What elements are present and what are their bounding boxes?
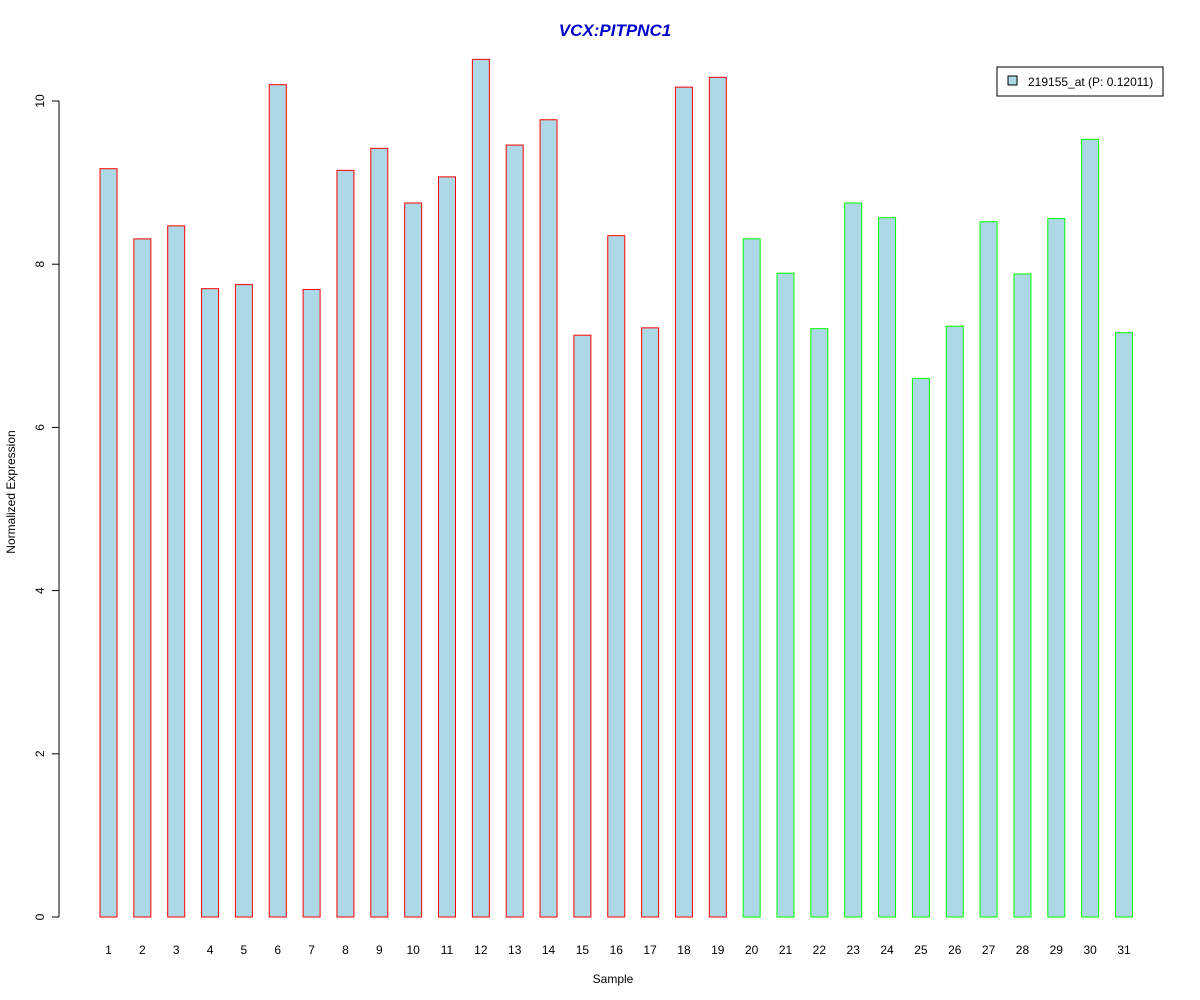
legend-label: 219155_at (P: 0.12011) [1028, 75, 1153, 89]
legend: 219155_at (P: 0.12011) [996, 66, 1164, 97]
bar-sample-28 [1013, 273, 1032, 918]
x-tick-label: 20 [745, 943, 759, 957]
bar-sample-12 [471, 58, 490, 918]
x-tick-labels: 1 2 3 4 5 6 7 8 9 10 11 12 13 14 15 16 17 18 19 20 21 22 23 24 2… [105, 943, 1131, 957]
x-tick-label: 1 [105, 943, 112, 957]
bar-sample-5 [234, 284, 253, 918]
bar-sample-24 [878, 217, 897, 918]
x-tick-label: 7 [308, 943, 315, 957]
x-tick-label: 12 [474, 943, 488, 957]
bar-sample-31 [1115, 332, 1133, 918]
bar-sample-19 [708, 76, 727, 918]
bar-sample-4 [201, 288, 220, 918]
y-tick-label: 6 [33, 424, 47, 431]
bar-sample-9 [370, 147, 389, 918]
bar-sample-20 [742, 238, 761, 918]
bar-sample-18 [674, 86, 693, 918]
x-tick-label: 13 [508, 943, 522, 957]
x-axis-label: Sample [593, 972, 634, 986]
bar-sample-14 [539, 119, 558, 918]
bar-sample-29 [1047, 218, 1066, 918]
bar-sample-21 [776, 272, 795, 918]
x-tick-label: 5 [241, 943, 248, 957]
y-tick-label: 2 [33, 750, 47, 757]
x-tick-label: 17 [643, 943, 657, 957]
y-tick-label: 0 [33, 913, 47, 920]
bar-sample-3 [167, 225, 186, 918]
bar-sample-6 [268, 84, 287, 918]
y-axis-label: Normalized Expression [4, 430, 18, 553]
chart-title: VCX:PITPNC1 [559, 21, 671, 40]
y-tick-label: 10 [33, 94, 47, 108]
y-axis: 0 2 4 6 8 10 [33, 94, 60, 920]
x-tick-label: 2 [139, 943, 146, 957]
x-tick-label: 15 [576, 943, 590, 957]
x-tick-label: 11 [441, 943, 454, 957]
x-tick-label: 18 [677, 943, 691, 957]
bar-sample-27 [979, 221, 998, 918]
bar-sample-2 [133, 238, 152, 918]
legend-swatch [1007, 75, 1018, 86]
bars [99, 58, 1133, 918]
x-tick-label: 21 [779, 943, 793, 957]
x-tick-label: 28 [1016, 943, 1030, 957]
x-tick-label: 6 [274, 943, 281, 957]
bar-sample-16 [607, 235, 626, 918]
x-tick-label: 3 [173, 943, 180, 957]
bar-sample-17 [641, 327, 660, 918]
bar-sample-7 [302, 289, 321, 918]
bar-sample-15 [573, 334, 592, 918]
x-tick-label: 23 [847, 943, 861, 957]
x-tick-label: 4 [207, 943, 214, 957]
x-tick-label: 30 [1083, 943, 1097, 957]
x-tick-label: 27 [982, 943, 996, 957]
y-tick-label: 8 [33, 261, 47, 268]
bar-sample-30 [1081, 138, 1100, 918]
bar-sample-23 [844, 202, 863, 918]
y-tick-label: 4 [33, 587, 47, 594]
x-tick-label: 19 [711, 943, 725, 957]
x-tick-label: 22 [813, 943, 827, 957]
bar-sample-22 [810, 328, 829, 918]
x-tick-label: 9 [376, 943, 383, 957]
x-tick-label: 25 [914, 943, 928, 957]
x-tick-label: 26 [948, 943, 962, 957]
legend-box [996, 66, 1164, 97]
bar-sample-25 [911, 377, 930, 918]
x-tick-label: 24 [880, 943, 894, 957]
x-tick-label: 8 [342, 943, 349, 957]
x-tick-label: 16 [610, 943, 624, 957]
x-tick-label: 31 [1117, 943, 1131, 957]
x-tick-label: 10 [406, 943, 420, 957]
x-tick-label: 29 [1050, 943, 1064, 957]
bar-sample-13 [505, 144, 524, 918]
bar-sample-26 [945, 325, 964, 918]
bar-sample-11 [438, 176, 456, 918]
bar-sample-8 [336, 169, 355, 918]
bar-sample-10 [404, 202, 423, 918]
x-tick-label: 14 [542, 943, 556, 957]
bar-sample-1 [99, 168, 118, 918]
